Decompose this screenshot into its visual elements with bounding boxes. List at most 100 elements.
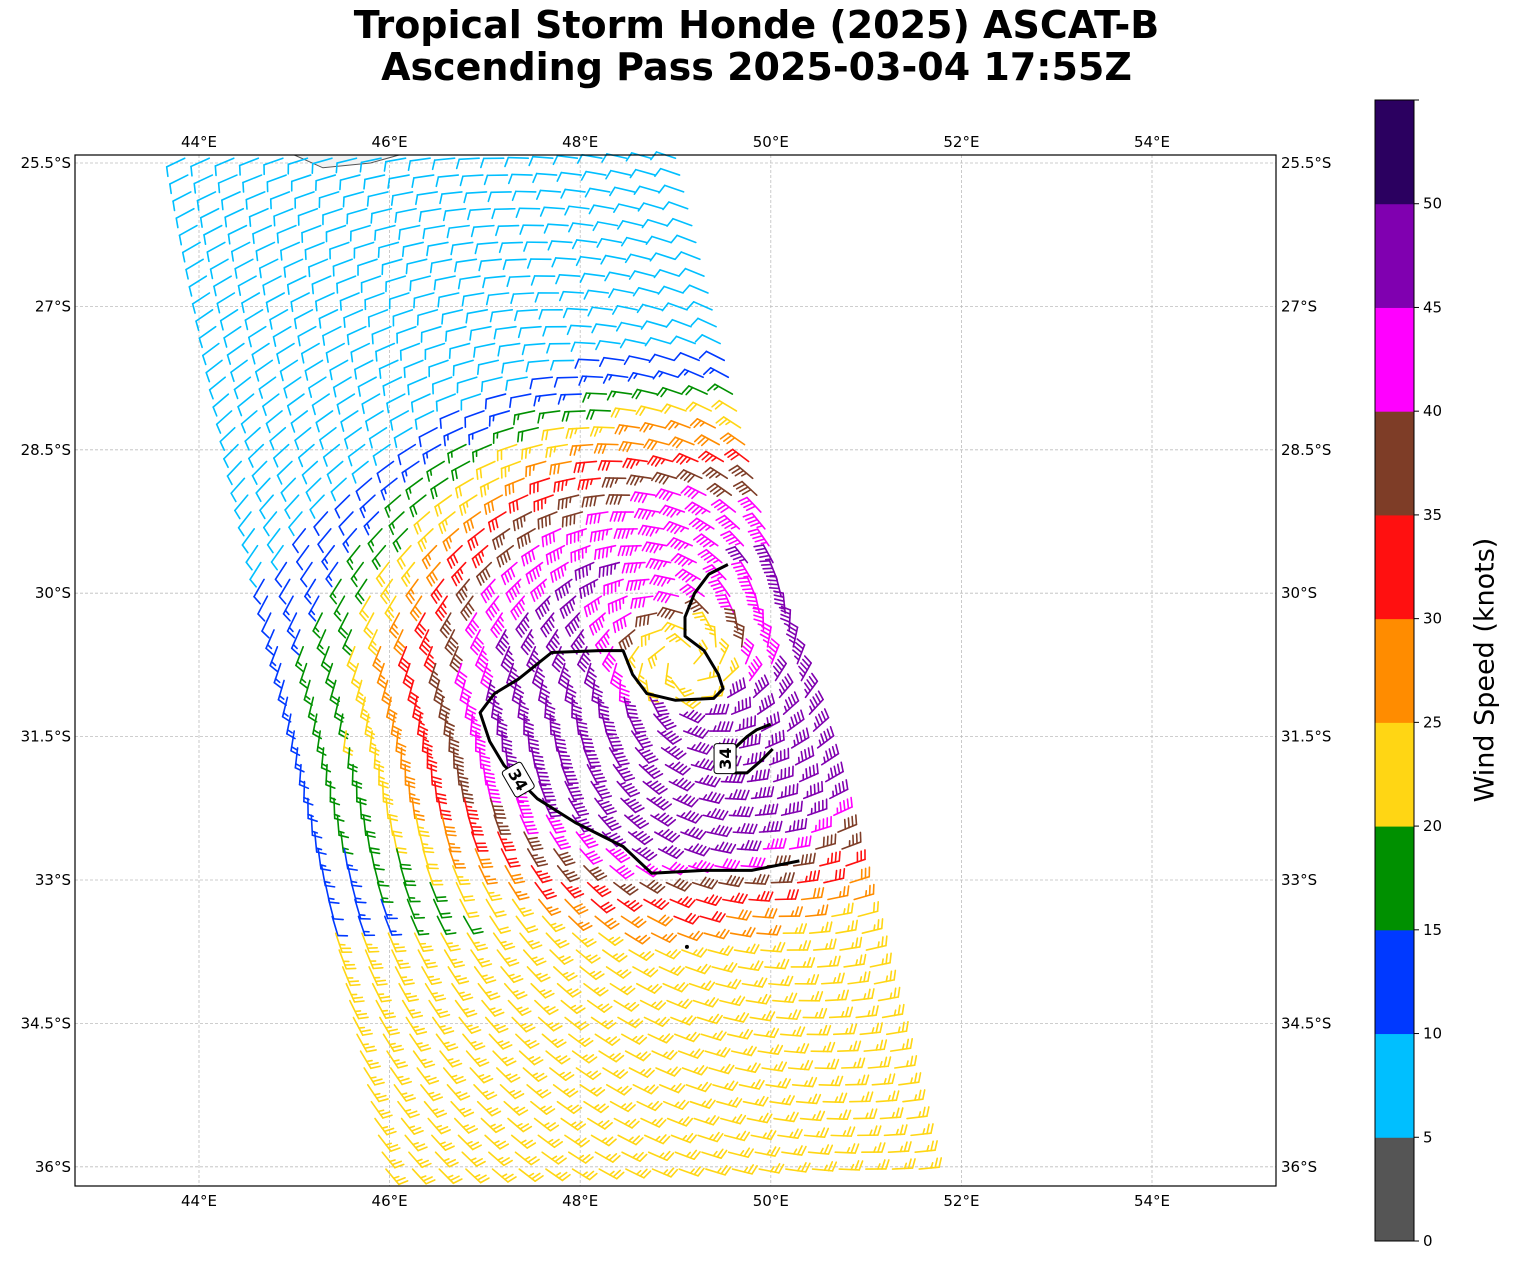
- wind-barb: [582, 392, 608, 403]
- wind-barb: [315, 410, 334, 433]
- wind-barb: [571, 239, 598, 250]
- barb-feather: [580, 170, 587, 181]
- barb-half-feather: [432, 670, 439, 676]
- barb-half-feather: [797, 756, 801, 764]
- barb-half-feather: [651, 510, 656, 517]
- barb-staff: [297, 443, 315, 459]
- barb-half-feather: [308, 712, 315, 717]
- barb-feather: [657, 900, 666, 909]
- wind-barb: [549, 359, 575, 371]
- barb-feather: [501, 738, 513, 743]
- wind-barb: [316, 730, 327, 756]
- barb-feather: [710, 572, 722, 579]
- barb-feather: [793, 645, 803, 654]
- barb-staff: [315, 292, 335, 303]
- barb-feather: [565, 691, 576, 698]
- barb-feather: [403, 367, 406, 379]
- wind-barb: [261, 612, 272, 639]
- wind-barb: [496, 544, 515, 568]
- barb-feather: [748, 840, 754, 851]
- barb-feather: [724, 703, 730, 715]
- barb-feather: [296, 561, 304, 571]
- wind-barb: [284, 494, 300, 520]
- barb-feather: [230, 492, 237, 503]
- barb-feather: [564, 972, 575, 979]
- barb-feather: [759, 560, 771, 563]
- barb-feather: [662, 201, 670, 211]
- barb-half-feather: [532, 463, 535, 471]
- barb-feather: [722, 929, 730, 940]
- barb-half-feather: [408, 792, 416, 796]
- wind-barb: [233, 376, 252, 400]
- wind-barb: [343, 309, 364, 329]
- wind-barb: [311, 275, 332, 295]
- barb-feather: [829, 725, 835, 737]
- barb-feather: [441, 915, 453, 919]
- barb-feather: [701, 729, 710, 739]
- barb-feather: [599, 989, 609, 997]
- barb-half-feather: [383, 691, 390, 697]
- barb-staff: [221, 191, 241, 201]
- barb-feather: [482, 865, 494, 869]
- wind-barb: [426, 561, 441, 587]
- barb-half-feather: [423, 536, 427, 543]
- barb-feather: [680, 470, 689, 480]
- wind-barb: [478, 258, 502, 272]
- barb-feather: [711, 895, 719, 905]
- barb-feather: [737, 700, 740, 713]
- barb-feather: [482, 674, 493, 682]
- barb-feather: [677, 368, 686, 378]
- barb-feather: [603, 1005, 613, 1013]
- barb-feather: [784, 786, 787, 798]
- barb-feather: [266, 544, 274, 554]
- barb-half-feather: [600, 815, 608, 820]
- barb-feather: [474, 555, 480, 566]
- barb-half-feather: [838, 890, 842, 898]
- barb-feather: [674, 750, 684, 758]
- wind-barb: [841, 831, 862, 850]
- chart-title: Tropical Storm Honde (2025) ASCAT-B Asce…: [0, 4, 1513, 88]
- wind-barb: [511, 190, 537, 202]
- barb-feather: [745, 926, 752, 937]
- barb-half-feather: [290, 746, 298, 751]
- barb-staff: [811, 825, 832, 833]
- barb-feather: [499, 639, 508, 649]
- barb-feather: [413, 524, 419, 535]
- barb-feather: [744, 806, 750, 817]
- wind-barb: [396, 325, 417, 344]
- barb-feather: [337, 630, 347, 639]
- wind-barb: [349, 224, 371, 242]
- wind-barb: [407, 157, 431, 172]
- barb-feather: [489, 894, 501, 898]
- barb-feather: [307, 817, 318, 823]
- barb-half-feather: [665, 950, 672, 956]
- barb-feather: [733, 876, 741, 887]
- wind-barb: [269, 426, 287, 451]
- barb-feather: [674, 540, 682, 549]
- barb-staff: [554, 257, 577, 261]
- barb-half-feather: [864, 890, 868, 897]
- barb-feather: [516, 893, 528, 897]
- barb-feather: [582, 653, 591, 662]
- barb-feather: [642, 596, 646, 608]
- barb-half-feather: [619, 781, 626, 786]
- wind-barb: [525, 460, 547, 478]
- barb-staff: [376, 460, 395, 475]
- barb-half-feather: [535, 870, 542, 874]
- barb-half-feather: [384, 588, 390, 595]
- barb-feather: [429, 678, 440, 686]
- barb-feather: [368, 437, 373, 449]
- barb-feather: [755, 655, 763, 666]
- barb-feather: [747, 603, 759, 607]
- barb-feather: [305, 491, 312, 502]
- barb-feather: [683, 810, 692, 820]
- barb-feather: [705, 468, 715, 477]
- wind-barb: [790, 727, 810, 749]
- barb-staff: [265, 629, 275, 650]
- barb-staff: [363, 612, 375, 632]
- wind-barb: [409, 595, 423, 622]
- wind-barb: [752, 674, 770, 699]
- barb-half-feather: [426, 755, 434, 759]
- barb-staff: [266, 528, 281, 546]
- barb-feather: [625, 528, 630, 539]
